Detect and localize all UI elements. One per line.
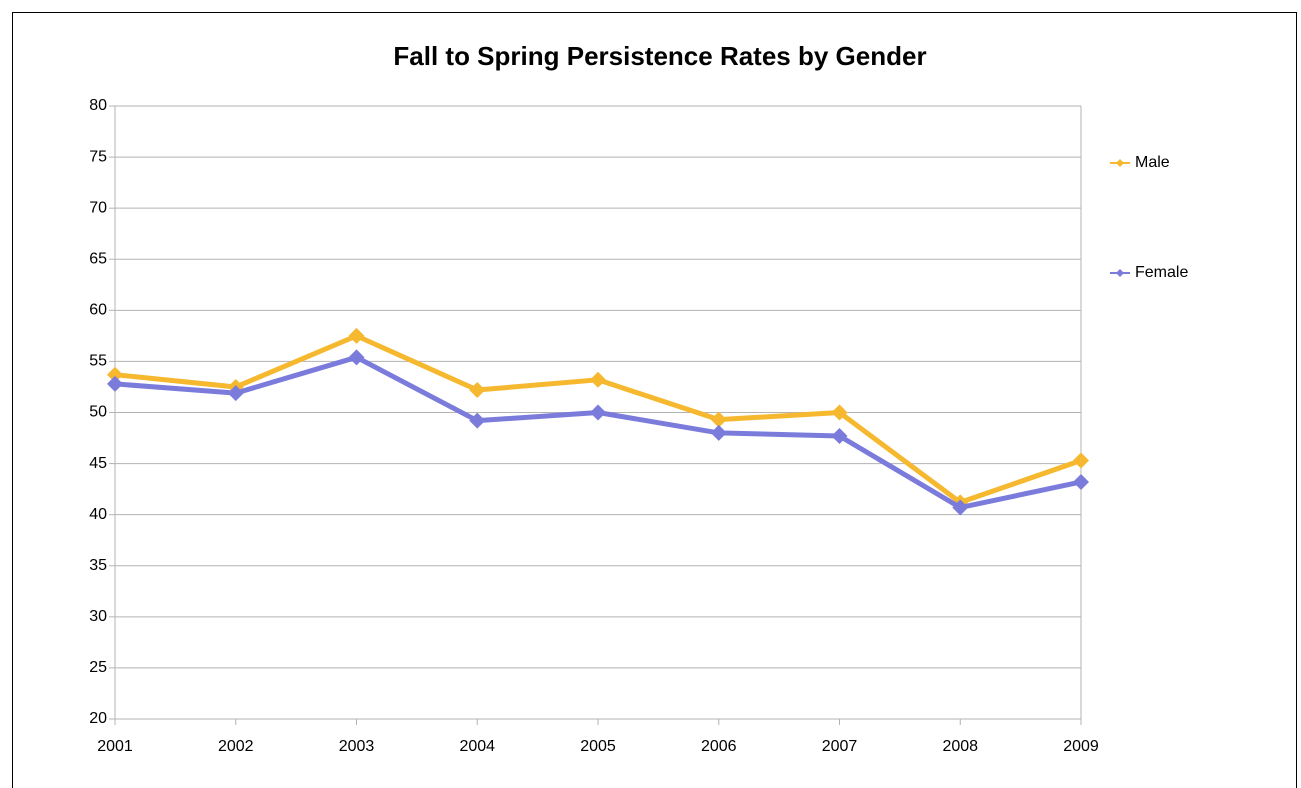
point (227, 385, 244, 402)
point (469, 412, 486, 429)
point (831, 427, 848, 444)
y-tick-label: 20 (89, 710, 107, 727)
point (710, 424, 727, 441)
point (469, 382, 486, 399)
x-tick-label: 2004 (459, 738, 495, 755)
point (348, 327, 365, 344)
x-tick-label: 2009 (1063, 738, 1099, 755)
y-tick-label: 40 (89, 506, 107, 523)
y-tick-label: 65 (89, 250, 107, 267)
y-tick-label: 25 (89, 659, 107, 676)
legend-marker (1116, 269, 1124, 277)
x-tick-label: 2006 (701, 738, 737, 755)
point (107, 375, 123, 392)
point (1073, 473, 1089, 490)
point (1073, 452, 1089, 469)
legend-label: Male (1135, 154, 1170, 171)
legend-marker (1116, 159, 1124, 167)
y-tick-label: 30 (89, 608, 107, 625)
point (952, 499, 969, 516)
y-tick-label: 35 (89, 557, 107, 574)
y-tick-label: 70 (89, 199, 107, 216)
chart-title: Fall to Spring Persistence Rates by Gend… (393, 41, 926, 71)
y-tick-label: 55 (89, 353, 107, 370)
x-tick-label: 2002 (218, 738, 254, 755)
x-tick-label: 2003 (339, 738, 375, 755)
y-tick-label: 60 (89, 302, 107, 319)
point (348, 349, 365, 366)
x-tick-label: 2008 (942, 738, 978, 755)
x-tick-label: 2005 (580, 738, 616, 755)
x-tick-label: 2007 (822, 738, 858, 755)
y-tick-label: 75 (89, 148, 107, 165)
y-tick-label: 50 (89, 404, 107, 421)
y-tick-label: 45 (89, 455, 107, 472)
point (710, 411, 727, 428)
y-tick-label: 80 (89, 97, 107, 114)
point (831, 404, 848, 421)
point (590, 404, 606, 421)
x-tick-label: 2001 (97, 738, 133, 755)
point (590, 371, 606, 388)
point (107, 366, 123, 383)
legend-label: Female (1135, 264, 1188, 281)
